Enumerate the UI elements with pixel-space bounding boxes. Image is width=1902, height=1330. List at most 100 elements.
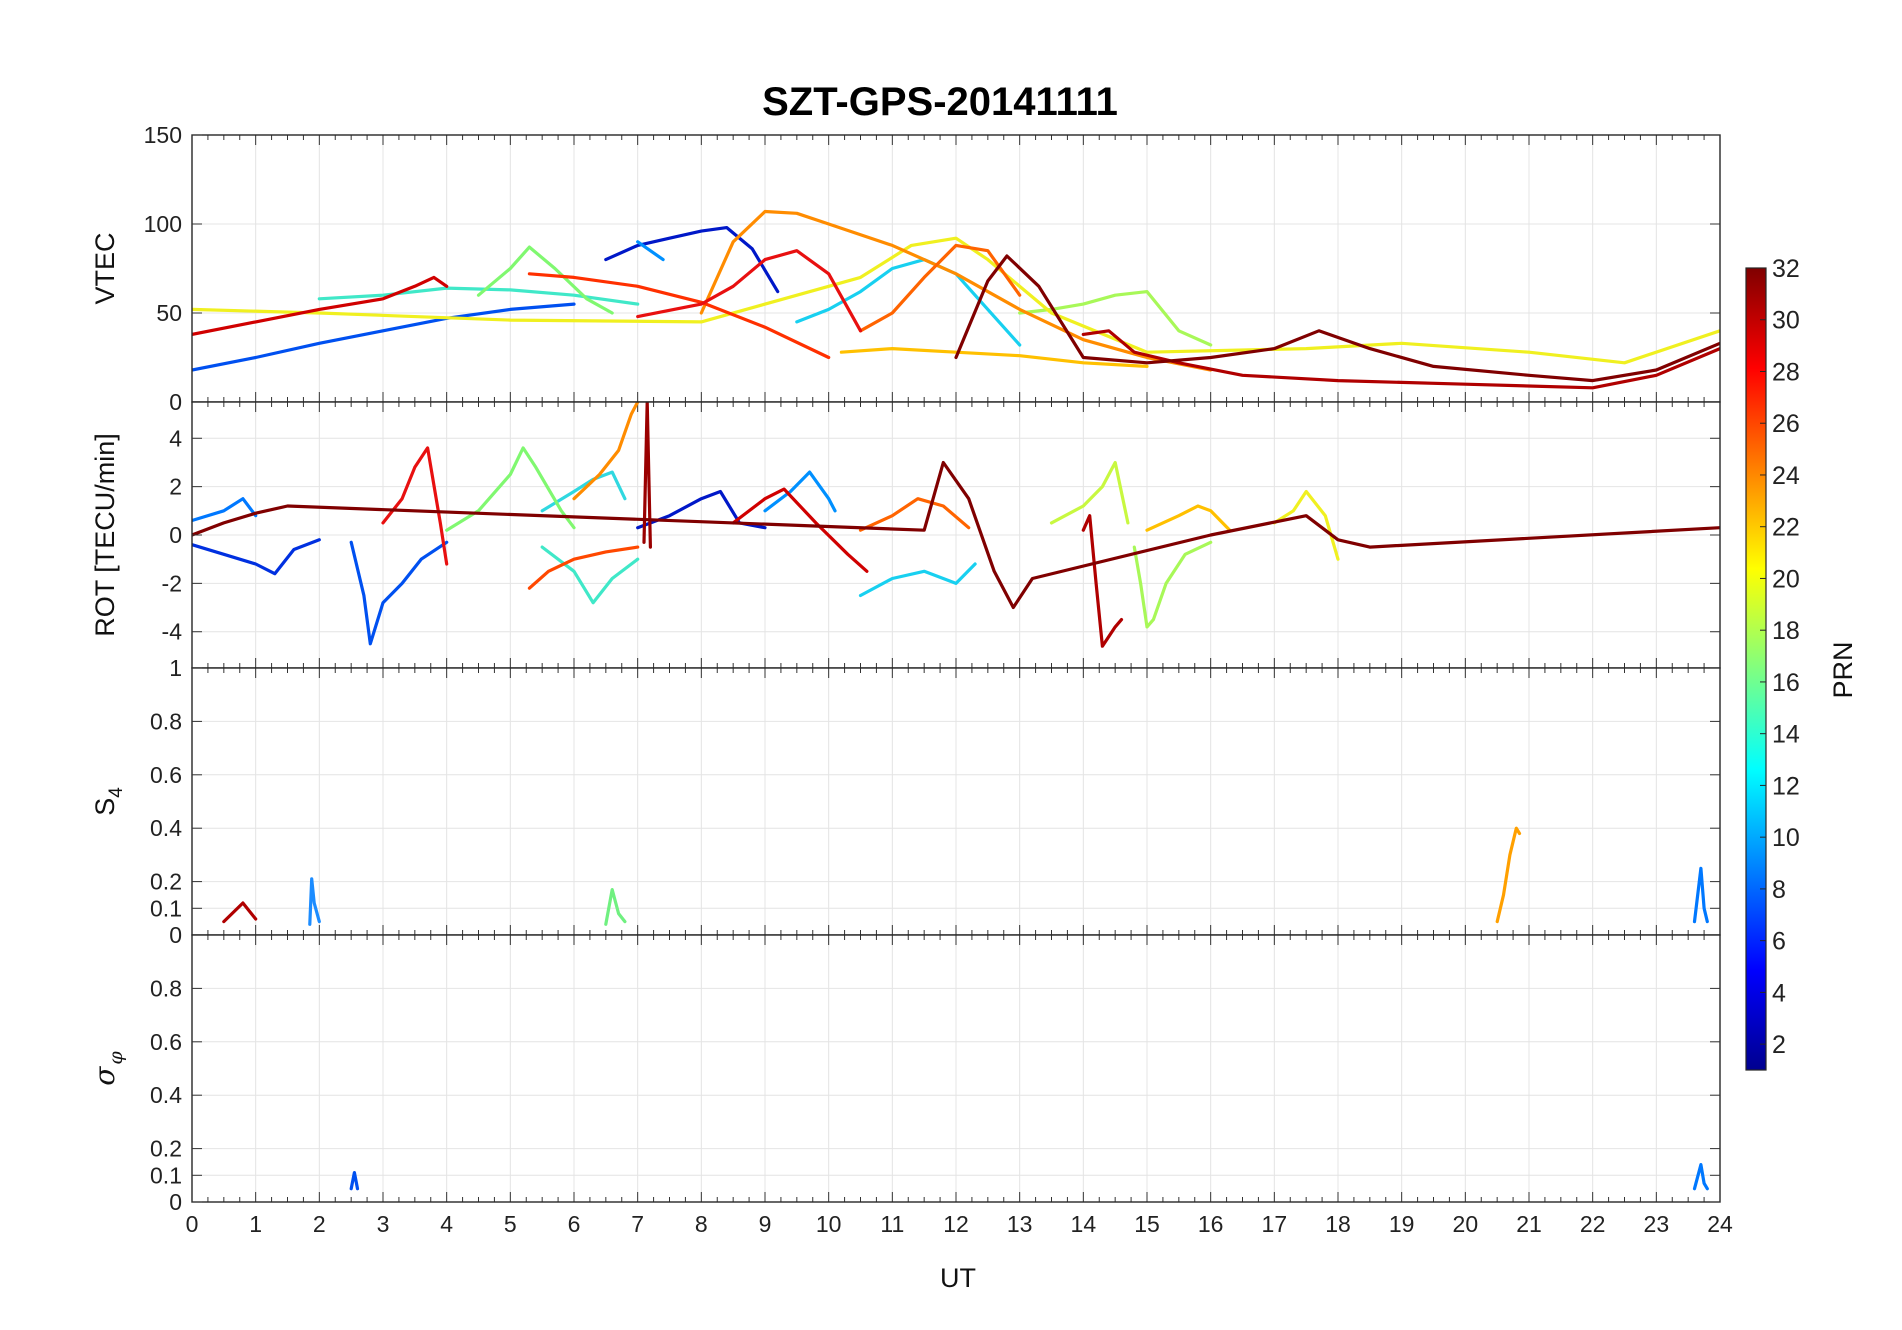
- series-line-prn-24: [572, 402, 640, 501]
- series-line-prn-8: [1692, 866, 1709, 924]
- colorbar-tick-label: 2: [1772, 1031, 1786, 1059]
- series-line-prn-8: [192, 497, 258, 523]
- x-tick-label: 21: [1516, 1211, 1542, 1237]
- series-line-prn-32: [192, 460, 1720, 610]
- x-tick-label: 22: [1580, 1211, 1606, 1237]
- series-line-prn-23: [1495, 826, 1522, 924]
- colorbar-tick-label: 6: [1772, 928, 1786, 956]
- y-tick-label: 0.8: [150, 975, 182, 1001]
- colorbar-tick-label: 20: [1772, 565, 1800, 593]
- y-axis-label: VTEC: [90, 232, 120, 304]
- colorbar-tick-label: 26: [1772, 410, 1800, 438]
- series-line-prn-25: [858, 497, 971, 532]
- y-tick-label: 0.8: [150, 708, 182, 734]
- y-tick-label: 50: [156, 300, 182, 326]
- colorbar-tick-label: 24: [1772, 462, 1800, 490]
- x-tick-label: 19: [1389, 1211, 1415, 1237]
- x-tick-label: 14: [1071, 1211, 1097, 1237]
- panel-s4: 00.10.2 0.4 0.6 0.8 1 S4: [90, 655, 1721, 948]
- x-tick-label: 15: [1134, 1211, 1160, 1237]
- series-group: [192, 402, 1720, 648]
- colorbar-tick-label: 22: [1772, 514, 1800, 542]
- x-tick-label: 18: [1325, 1211, 1351, 1237]
- series-line-prn-30: [1081, 329, 1720, 390]
- series-group: [349, 1162, 1709, 1191]
- series-line-prn-28: [636, 249, 863, 333]
- series-line-prn-30: [1081, 514, 1124, 648]
- y-tick-label: 0: [169, 522, 182, 548]
- grid: [191, 667, 1721, 936]
- series-line-prn-8: [1692, 1162, 1709, 1191]
- colorbar-tick-label: 8: [1772, 876, 1786, 904]
- x-tick-label: 6: [568, 1211, 581, 1237]
- series-line-prn-9: [763, 470, 837, 513]
- x-tick-label: 23: [1644, 1211, 1670, 1237]
- colorbar-tick-label: 10: [1772, 824, 1800, 852]
- x-axis-ticks: 0 1 2 3 4 5 6 7 8 9 10 11 12 13 14 15 16 17 18 19 20 21 22 23 24: [186, 1211, 1733, 1237]
- panel-sigma-phi: 00.10.2 0.4 0.6 0.8 σφ: [88, 934, 1721, 1215]
- series-line-prn-29: [731, 487, 869, 573]
- series-line-prn-26: [527, 545, 640, 590]
- series-line-prn-5: [192, 302, 576, 372]
- x-tick-label: 5: [504, 1211, 517, 1237]
- panel-vtec: 0 50 100 150 VTEC: [90, 122, 1721, 415]
- y-axis-label: S4: [90, 787, 127, 816]
- y-tick-label: 0: [169, 1189, 182, 1215]
- x-tick-label: 4: [440, 1211, 453, 1237]
- series-line-prn-16: [604, 887, 627, 926]
- series-group: [192, 209, 1720, 390]
- series-line-prn-11: [858, 562, 977, 598]
- y-tick-label: 2: [169, 474, 182, 500]
- series-group: [222, 826, 1709, 926]
- y-tick-label: 1: [169, 655, 182, 681]
- panel-rot: -4 -2 0 2 4 ROT [TECU/min]: [90, 401, 1721, 669]
- y-tick-label: 0.1: [150, 895, 182, 921]
- colorbar-tick-label: 16: [1772, 669, 1800, 697]
- series-line-prn-18: [1132, 540, 1213, 629]
- series-line-prn-2: [604, 226, 780, 294]
- colorbar-tick-label: 12: [1772, 772, 1800, 800]
- series-line-prn-28: [381, 446, 449, 566]
- series-line-prn-32: [954, 254, 1720, 383]
- y-tick-label: 0.6: [150, 762, 182, 788]
- x-tick-label: 20: [1453, 1211, 1479, 1237]
- x-tick-label: 13: [1007, 1211, 1033, 1237]
- y-tick-label: 0: [169, 389, 182, 415]
- x-tick-label: 16: [1198, 1211, 1224, 1237]
- y-axis-label: σφ: [88, 1051, 127, 1086]
- y-tick-label: 0.4: [150, 815, 182, 841]
- series-line-prn-6: [349, 540, 449, 646]
- colorbar-tick-label: 4: [1772, 979, 1786, 1007]
- y-axis-label: ROT [TECU/min]: [90, 433, 120, 637]
- y-tick-label: 4: [169, 425, 182, 451]
- series-line-prn-30: [222, 901, 258, 924]
- series-line-prn-25: [858, 243, 1022, 333]
- x-tick-label: 3: [377, 1211, 390, 1237]
- series-line-prn-8: [636, 240, 665, 262]
- x-tick-label: 11: [880, 1211, 904, 1237]
- series-line-prn-20: [1272, 489, 1340, 561]
- colorbar-tick-label: 14: [1772, 721, 1800, 749]
- y-tick-label: 100: [144, 211, 182, 237]
- x-tick-label: 7: [631, 1211, 644, 1237]
- series-line-prn-29: [192, 275, 449, 336]
- axes-frame: [191, 934, 1721, 1203]
- y-tick-label: 0: [169, 922, 182, 948]
- y-tick-label: 0.1: [150, 1162, 182, 1188]
- y-tick-label: -4: [162, 619, 183, 645]
- colorbar-label: PRN: [1828, 641, 1858, 698]
- series-line-prn-4: [192, 538, 321, 576]
- series-line-prn-11: [795, 258, 1022, 347]
- series-line-prn-17: [476, 245, 614, 315]
- y-tick-label: 150: [144, 122, 182, 148]
- x-axis-label: UT: [940, 1263, 976, 1293]
- colorbar-tick-label: 18: [1772, 617, 1800, 645]
- series-line-prn-19: [1049, 460, 1130, 525]
- x-tick-label: 24: [1707, 1211, 1733, 1237]
- figure-title: SZT-GPS-20141111: [762, 80, 1118, 124]
- colorbar-tick-label: 30: [1772, 307, 1800, 335]
- y-tick-label: 0.4: [150, 1082, 182, 1108]
- x-tick-label: 10: [816, 1211, 842, 1237]
- series-line-prn-27: [527, 272, 831, 360]
